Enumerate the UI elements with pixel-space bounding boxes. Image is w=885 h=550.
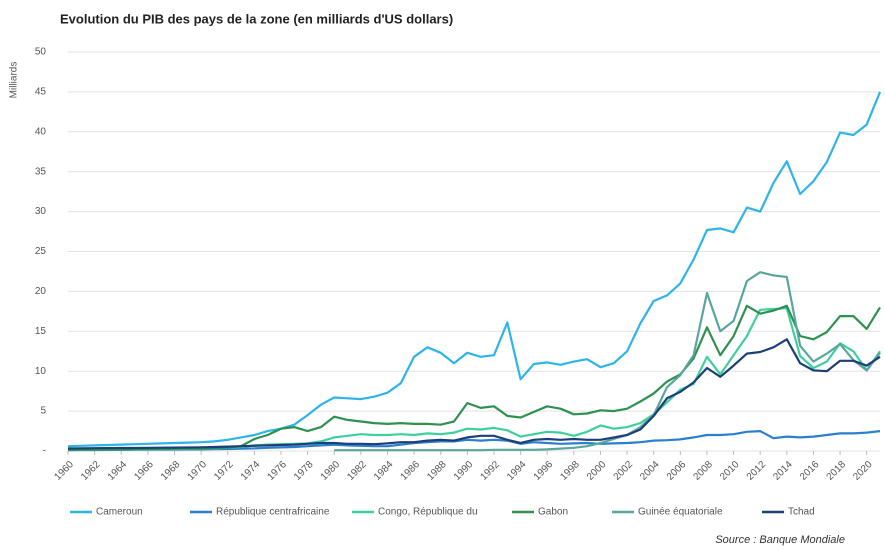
x-tick-label: 1998 bbox=[558, 459, 582, 483]
legend-label: République centrafricaine bbox=[216, 507, 330, 518]
x-tick-label: 1964 bbox=[106, 459, 130, 483]
y-axis-label: Milliards bbox=[9, 62, 20, 99]
x-tick-label: 1968 bbox=[159, 459, 183, 483]
y-tick-label: 40 bbox=[35, 126, 47, 137]
x-tick-label: 2016 bbox=[798, 459, 822, 483]
x-tick-label: 2008 bbox=[691, 459, 715, 483]
x-tick-label: 1986 bbox=[399, 459, 423, 483]
y-tick-label: 15 bbox=[35, 326, 47, 337]
x-tick-label: 1988 bbox=[425, 459, 449, 483]
x-tick-label: 2020 bbox=[851, 459, 875, 483]
x-tick-label: 1996 bbox=[532, 459, 556, 483]
y-tick-label: - bbox=[43, 446, 46, 457]
chart-title: Evolution du PIB des pays de la zone (en… bbox=[60, 11, 453, 26]
legend-label: Gabon bbox=[538, 507, 568, 518]
y-tick-label: 20 bbox=[35, 286, 47, 297]
x-tick-label: 1966 bbox=[132, 459, 156, 483]
x-tick-label: 1976 bbox=[265, 459, 289, 483]
x-tick-label: 1970 bbox=[186, 459, 210, 483]
x-tick-label: 2000 bbox=[585, 459, 609, 483]
x-tick-label: 2006 bbox=[665, 459, 689, 483]
y-tick-label: 45 bbox=[35, 87, 47, 98]
x-tick-label: 2014 bbox=[771, 459, 795, 483]
x-tick-label: 2002 bbox=[612, 459, 636, 483]
y-tick-label: 35 bbox=[35, 166, 47, 177]
x-tick-label: 1978 bbox=[292, 459, 316, 483]
x-tick-label: 2018 bbox=[825, 459, 849, 483]
x-tick-label: 1974 bbox=[239, 459, 263, 483]
series-line bbox=[67, 307, 881, 452]
y-tick-label: 25 bbox=[35, 246, 47, 257]
x-tick-label: 1982 bbox=[345, 459, 369, 483]
x-tick-label: 1962 bbox=[79, 459, 103, 483]
y-tick-label: 10 bbox=[35, 366, 47, 377]
x-tick-label: 1994 bbox=[505, 459, 529, 483]
series-line bbox=[67, 338, 881, 450]
x-tick-label: 1960 bbox=[52, 459, 76, 483]
legend-label: Cameroun bbox=[96, 507, 143, 518]
x-tick-label: 2010 bbox=[718, 459, 742, 483]
x-tick-label: 1972 bbox=[212, 459, 236, 483]
legend-label: Guinée équatoriale bbox=[638, 507, 723, 518]
y-tick-label: 30 bbox=[35, 206, 47, 217]
x-tick-label: 2012 bbox=[745, 459, 769, 483]
x-tick-label: 1990 bbox=[452, 459, 476, 483]
source-note: Source : Banque Mondiale bbox=[715, 534, 845, 546]
y-tick-label: 5 bbox=[40, 406, 46, 417]
legend-label: Congo, République du bbox=[378, 507, 478, 518]
legend-label: Tchad bbox=[788, 507, 815, 518]
series-line bbox=[67, 91, 882, 448]
x-tick-label: 2004 bbox=[638, 459, 662, 483]
x-tick-label: 1984 bbox=[372, 459, 396, 483]
series-line bbox=[334, 271, 881, 452]
x-tick-label: 1980 bbox=[319, 459, 343, 483]
x-tick-label: 1992 bbox=[478, 459, 502, 483]
y-tick-label: 50 bbox=[35, 47, 47, 58]
